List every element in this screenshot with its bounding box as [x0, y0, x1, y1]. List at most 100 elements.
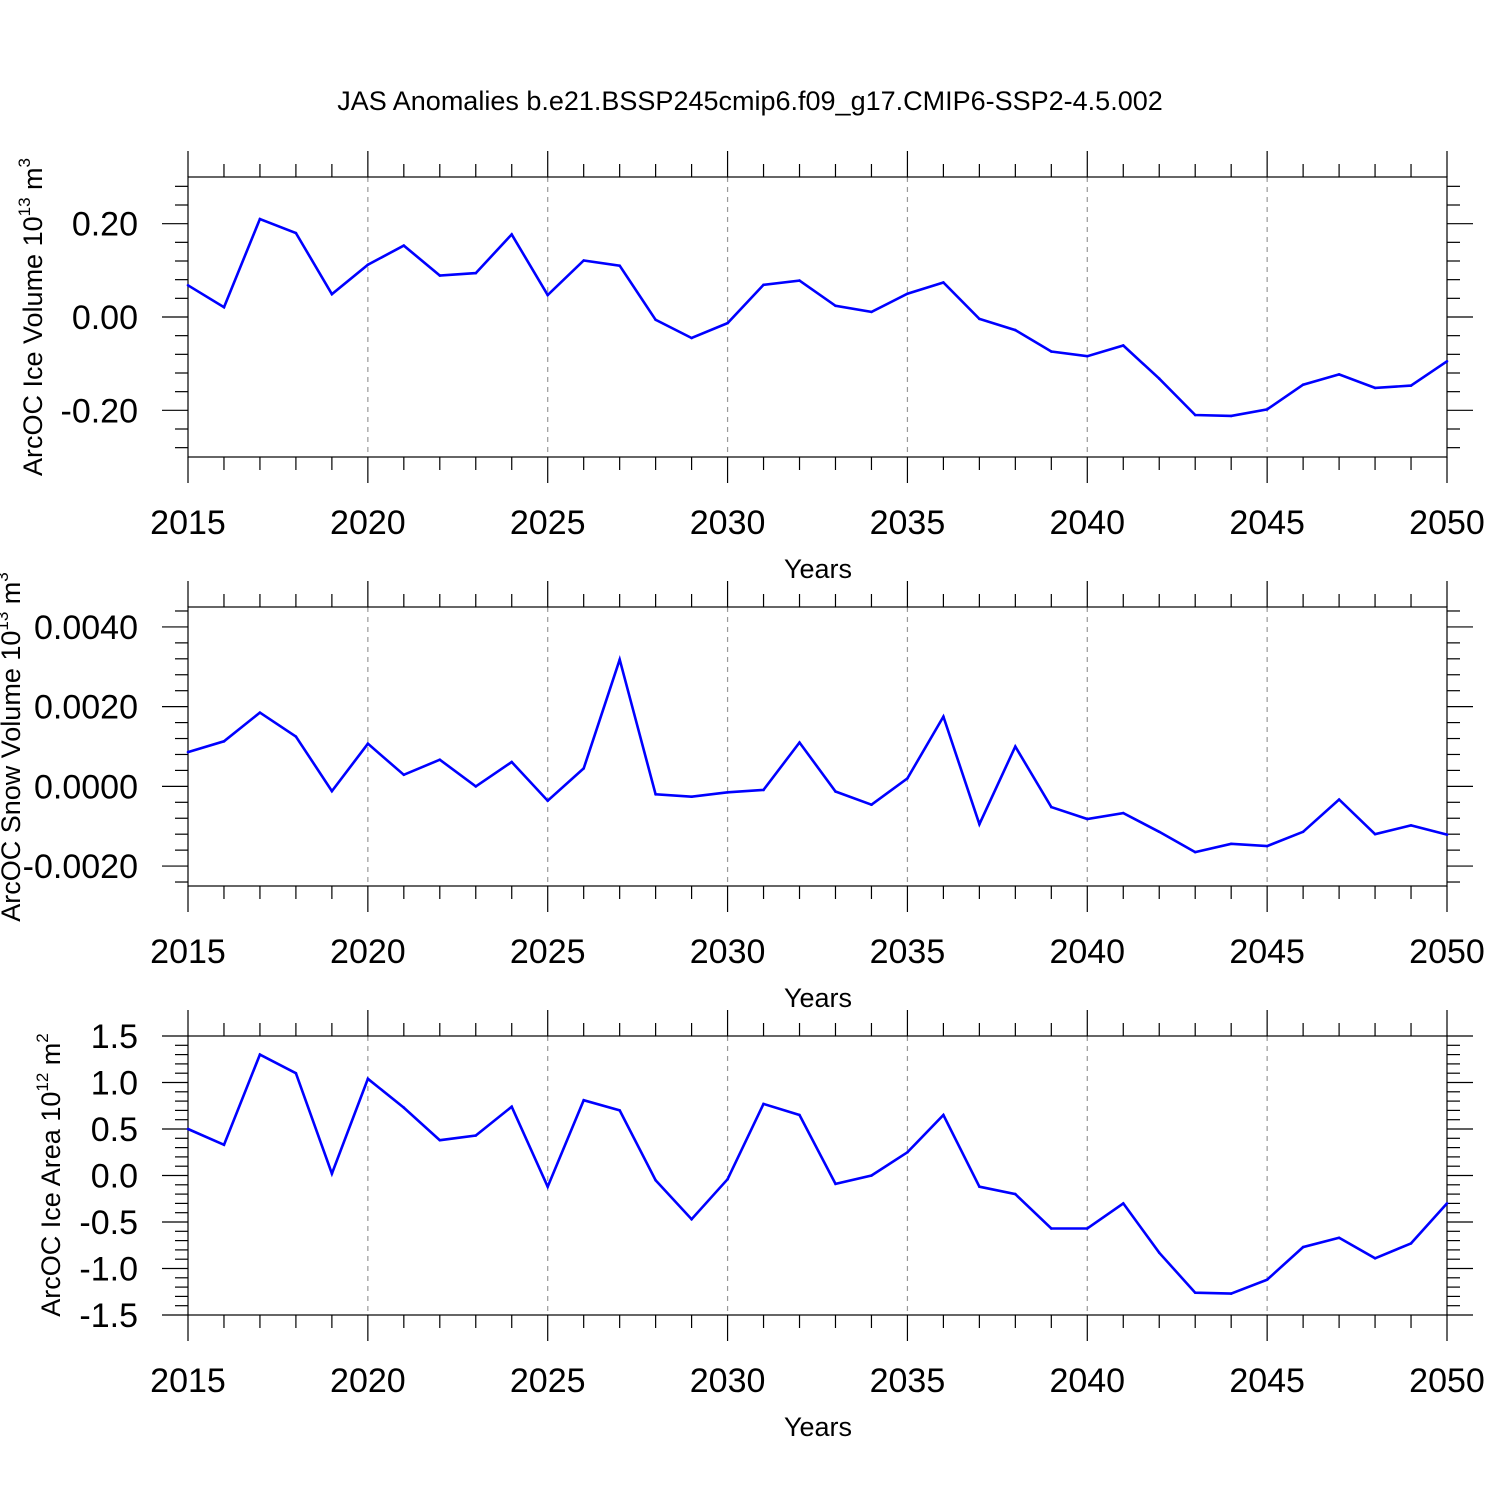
ice-volume-point-2039 — [1050, 350, 1053, 353]
y-axis-label: ArcOC Ice Area 1012 m2 — [33, 1033, 66, 1317]
ice-volume-point-2023 — [474, 271, 478, 275]
ice-volume-point-2020 — [366, 263, 370, 267]
ice-area-point-2047 — [1337, 1236, 1341, 1240]
ice-volume-point-2018 — [294, 231, 298, 235]
ice-area-point-2021 — [402, 1106, 406, 1109]
x-tick-label: 2015 — [150, 933, 226, 971]
y-tick-label: 0.0 — [91, 1158, 138, 1196]
snow-volume-point-2035 — [906, 777, 909, 780]
snow-volume-point-2018 — [294, 735, 298, 738]
ice-area-point-2038 — [1014, 1192, 1017, 1196]
x-tick-label: 2030 — [690, 933, 766, 971]
x-tick-label: 2035 — [870, 504, 946, 542]
x-tick-label: 2020 — [330, 933, 406, 971]
snow-volume-point-2045 — [1265, 844, 1269, 848]
plot-frame — [187, 1035, 1448, 1316]
ice-volume-point-2022 — [438, 274, 442, 277]
ice-area-point-2031 — [762, 1102, 765, 1106]
y-tick-label: 0.00 — [72, 299, 138, 337]
ice-area-point-2042 — [1157, 1251, 1161, 1254]
x-axis-label: Years — [784, 1412, 852, 1442]
ice-area-point-2019 — [330, 1172, 334, 1175]
ice-area-point-2018 — [294, 1071, 298, 1075]
panels: -0.20 0.00 0.20 2015 2020 2025 2030 2035 2040 204… — [0, 151, 1485, 1442]
ice-volume-point-2019 — [330, 292, 334, 296]
snow-volume-point-2028 — [654, 793, 657, 796]
chart-title: JAS Anomalies b.e21.BSSP245cmip6.f09_g17… — [337, 86, 1163, 116]
ice-area-point-2029 — [690, 1217, 693, 1221]
ice-area-panel: -1.5 -1.0 -0.5 0.0 0.5 1.0 1.5 2015 2020 2025 2030… — [33, 1010, 1485, 1442]
ice-area-point-2016 — [222, 1143, 226, 1147]
ice-volume-point-2044 — [1229, 414, 1233, 418]
ice-volume-point-2032 — [798, 279, 801, 282]
x-tick-label: 2025 — [510, 933, 586, 971]
ice-volume-point-2041 — [1121, 344, 1125, 347]
snow-volume-point-2042 — [1157, 830, 1161, 834]
x-tick-label: 2015 — [150, 1362, 226, 1400]
ice-volume-point-2025 — [546, 293, 550, 297]
ice-volume-point-2026 — [582, 259, 585, 262]
x-tick-label: 2030 — [690, 1362, 766, 1400]
x-tick-label: 2045 — [1229, 1362, 1305, 1400]
y-tick-label: 0.5 — [91, 1111, 138, 1149]
snow-volume-point-2034 — [870, 803, 873, 806]
x-tick-label: 2040 — [1049, 504, 1125, 542]
ice-area-point-2032 — [798, 1113, 801, 1117]
ice-volume-point-2021 — [402, 244, 406, 247]
snow-volume-point-2031 — [762, 788, 765, 792]
ice-area-point-2015 — [186, 1127, 190, 1131]
x-tick-label: 2020 — [330, 504, 406, 542]
ice-area-point-2041 — [1121, 1202, 1125, 1205]
snow-volume-point-2043 — [1193, 850, 1197, 854]
ice-area-point-2030 — [726, 1177, 729, 1181]
snow-volume-point-2039 — [1050, 805, 1053, 809]
ice-area-point-2044 — [1229, 1292, 1233, 1295]
ice-area-point-2036 — [942, 1113, 945, 1117]
x-tick-label: 2035 — [870, 933, 946, 971]
snow-volume-point-2049 — [1409, 824, 1413, 827]
ice-volume-point-2050 — [1445, 360, 1449, 363]
y-axis-label: ArcOC Snow Volume 1013 m3 — [0, 572, 26, 922]
ice-area-point-2024 — [510, 1105, 514, 1108]
y-tick-label: -0.0020 — [23, 848, 138, 886]
x-tick-label: 2045 — [1229, 933, 1305, 971]
snow-volume-point-2016 — [222, 740, 226, 743]
snow-volume-point-2037 — [978, 822, 981, 826]
snow-volume-point-2023 — [474, 785, 478, 788]
snow-volume-point-2019 — [330, 789, 334, 793]
ice-area-point-2039 — [1050, 1227, 1053, 1230]
ice-volume-point-2042 — [1157, 377, 1161, 380]
ice-volume-point-2046 — [1301, 383, 1305, 386]
ice-area-point-2020 — [366, 1077, 370, 1081]
x-tick-label: 2050 — [1409, 933, 1485, 971]
ice-volume-point-2038 — [1014, 328, 1017, 332]
snow-volume-point-2048 — [1373, 832, 1377, 836]
ice-volume-point-2015 — [186, 283, 190, 287]
ice-area-point-2050 — [1445, 1202, 1449, 1205]
snow-volume-panel: -0.0020 0.0000 0.0020 0.0040 2015 2020 2025 203… — [0, 572, 1485, 1013]
ice-area-point-2027 — [618, 1109, 621, 1112]
snow-volume-point-2036 — [942, 715, 945, 718]
y-tick-label: 0.0020 — [34, 689, 138, 727]
ice-area-point-2023 — [474, 1134, 478, 1137]
x-tick-label: 2050 — [1409, 1362, 1485, 1400]
ice-volume-point-2027 — [618, 264, 621, 267]
x-axis-label: Years — [784, 983, 852, 1013]
snow-volume-point-2015 — [186, 750, 190, 754]
snow-volume-point-2044 — [1229, 842, 1233, 846]
ice-area-point-2028 — [654, 1178, 657, 1182]
plot-frame — [187, 606, 1448, 887]
snow-volume-series-line — [187, 655, 1448, 854]
ice-area-point-2040 — [1085, 1227, 1089, 1230]
snow-volume-point-2041 — [1121, 811, 1125, 815]
ice-volume-panel: -0.20 0.00 0.20 2015 2020 2025 2030 2035 2040 204… — [15, 151, 1485, 584]
ice-volume-point-2040 — [1085, 354, 1089, 358]
ice-area-point-2017 — [258, 1053, 262, 1056]
y-tick-label: -0.5 — [79, 1204, 138, 1242]
y-tick-label: 1.5 — [91, 1018, 138, 1056]
ice-volume-point-2030 — [726, 321, 729, 325]
ice-volume-point-2043 — [1193, 413, 1197, 417]
snow-volume-point-2033 — [834, 790, 837, 793]
y-tick-label: -0.20 — [61, 392, 139, 430]
ice-volume-point-2016 — [222, 305, 226, 309]
